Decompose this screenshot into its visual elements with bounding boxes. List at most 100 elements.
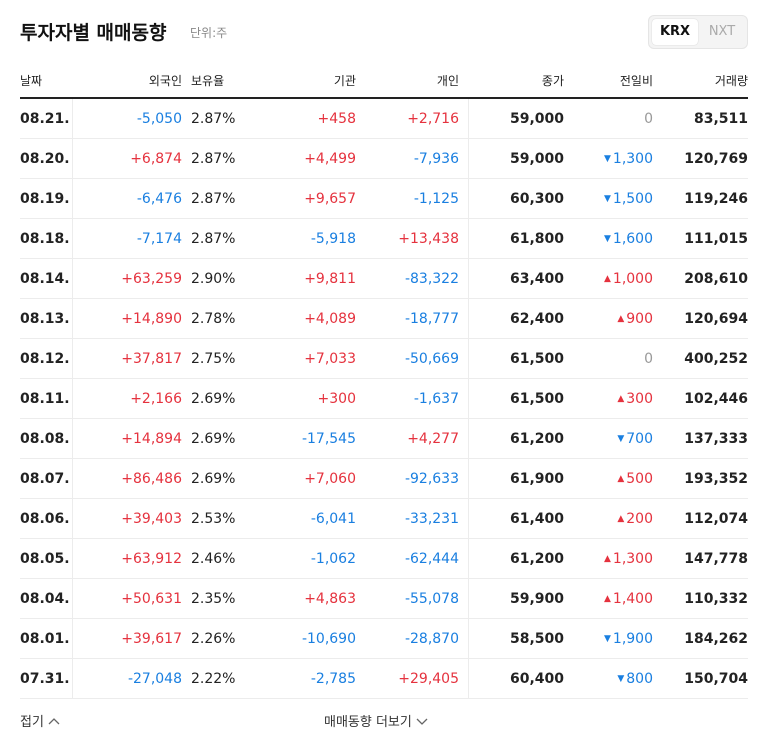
column-header: 날짜: [20, 74, 43, 88]
table-cell: 08.12.: [20, 351, 70, 367]
collapse-text: 접기: [20, 715, 44, 730]
table-cell: 60,300: [509, 191, 564, 207]
table-cell: +14,890: [121, 311, 182, 327]
row-divider: [20, 178, 748, 179]
table-cell: 120,769: [684, 151, 748, 167]
table-cell: 2.87%: [191, 231, 236, 247]
table-cell: +300: [317, 391, 356, 407]
change-cell: ▼ 1,600: [604, 219, 653, 259]
up-triangle: ▲: [603, 594, 611, 604]
table-cell: -62,444: [404, 551, 459, 567]
change-cell: ▲ 500: [617, 459, 653, 499]
table-cell: 62,400: [509, 311, 564, 327]
table-cell: +63,259: [121, 271, 182, 287]
table-cell: -7,174: [136, 231, 182, 247]
collapse-button[interactable]: 접기: [20, 711, 61, 730]
more-button[interactable]: 매매동향 더보기: [324, 711, 429, 730]
row-divider: [20, 498, 748, 499]
table-cell: +37,817: [121, 351, 182, 367]
change-cell: ▲ 300: [617, 379, 653, 419]
table-cell: -1,125: [413, 191, 459, 207]
table-cell: +9,657: [304, 191, 356, 207]
change-cell: ▲ 1,400: [604, 579, 653, 619]
change-cell: 0: [644, 339, 653, 379]
change-value: 900: [626, 311, 653, 327]
table-cell: -6,041: [310, 511, 356, 527]
table-cell: 08.05.: [20, 551, 70, 567]
down-triangle: ▼: [603, 154, 611, 164]
column-divider: [468, 99, 469, 699]
table-cell: 119,246: [684, 191, 748, 207]
table-cell: 61,500: [509, 351, 564, 367]
table-cell: +2,166: [130, 391, 182, 407]
table-cell: 2.90%: [191, 271, 236, 287]
column-header: 종가: [541, 74, 564, 88]
table-cell: -5,050: [136, 111, 182, 127]
table-cell: +4,863: [304, 591, 356, 607]
table-cell: -33,231: [404, 511, 459, 527]
change-value: 800: [626, 671, 653, 687]
down-triangle: ▼: [603, 194, 611, 204]
table-cell: -6,476: [136, 191, 182, 207]
table-cell: 2.53%: [191, 511, 236, 527]
row-divider: [20, 258, 748, 259]
table-cell: 08.18.: [20, 231, 70, 247]
up-triangle: ▲: [617, 394, 625, 404]
change-value: 200: [626, 511, 653, 527]
table-cell: -7,936: [413, 151, 459, 167]
table-cell: 08.04.: [20, 591, 70, 607]
table-cell: +29,405: [398, 671, 459, 687]
change-value: 700: [626, 431, 653, 447]
table-cell: 2.78%: [191, 311, 236, 327]
table-cell: 61,200: [509, 551, 564, 567]
change-cell: ▲ 1,300: [604, 539, 653, 579]
table-cell: 2.69%: [191, 471, 236, 487]
table-cell: +63,912: [121, 551, 182, 567]
change-cell: ▼ 1,900: [604, 619, 653, 659]
table-cell: -28,870: [404, 631, 459, 647]
column-header: 외국인: [148, 74, 182, 88]
table-cell: +4,499: [304, 151, 356, 167]
table-cell: 400,252: [684, 351, 748, 367]
table-cell: +458: [317, 111, 356, 127]
table-cell: +7,033: [304, 351, 356, 367]
table-cell: 2.35%: [191, 591, 236, 607]
table-cell: 2.22%: [191, 671, 236, 687]
market-tabs: KRX NXT: [648, 15, 748, 49]
change-value: 1,600: [612, 231, 653, 247]
down-triangle: ▼: [603, 634, 611, 644]
tab-nxt[interactable]: NXT: [708, 24, 736, 39]
column-header: 기관: [333, 74, 356, 88]
table-cell: 08.11.: [20, 391, 70, 407]
up-triangle: ▲: [617, 474, 625, 484]
column-divider: [72, 99, 73, 699]
tab-krx[interactable]: KRX: [652, 19, 698, 45]
change-value: 1,300: [612, 151, 653, 167]
change-cell: ▼ 700: [617, 419, 653, 459]
row-divider: [20, 658, 748, 659]
table-cell: 2.87%: [191, 151, 236, 167]
table-cell: 110,332: [684, 591, 748, 607]
chevron-down: [416, 718, 428, 725]
table-cell: +4,277: [407, 431, 459, 447]
change-cell: 0: [644, 99, 653, 139]
up-triangle: ▲: [603, 274, 611, 284]
change-value: 1,300: [612, 551, 653, 567]
up-triangle: ▲: [617, 514, 625, 524]
table-cell: +7,060: [304, 471, 356, 487]
table-cell: +2,716: [407, 111, 459, 127]
table-cell: 61,200: [509, 431, 564, 447]
table-cell: 59,000: [509, 151, 564, 167]
table-cell: +6,874: [130, 151, 182, 167]
table-cell: 2.87%: [191, 191, 236, 207]
table-cell: 63,400: [509, 271, 564, 287]
table-cell: 61,400: [509, 511, 564, 527]
table-cell: 102,446: [684, 391, 748, 407]
table-cell: +86,486: [121, 471, 182, 487]
row-divider: [20, 218, 748, 219]
change-cell: ▲ 1,000: [604, 259, 653, 299]
table-cell: 08.07.: [20, 471, 70, 487]
table-cell: 147,778: [684, 551, 748, 567]
table-cell: 08.21.: [20, 111, 70, 127]
table-cell: 61,800: [509, 231, 564, 247]
